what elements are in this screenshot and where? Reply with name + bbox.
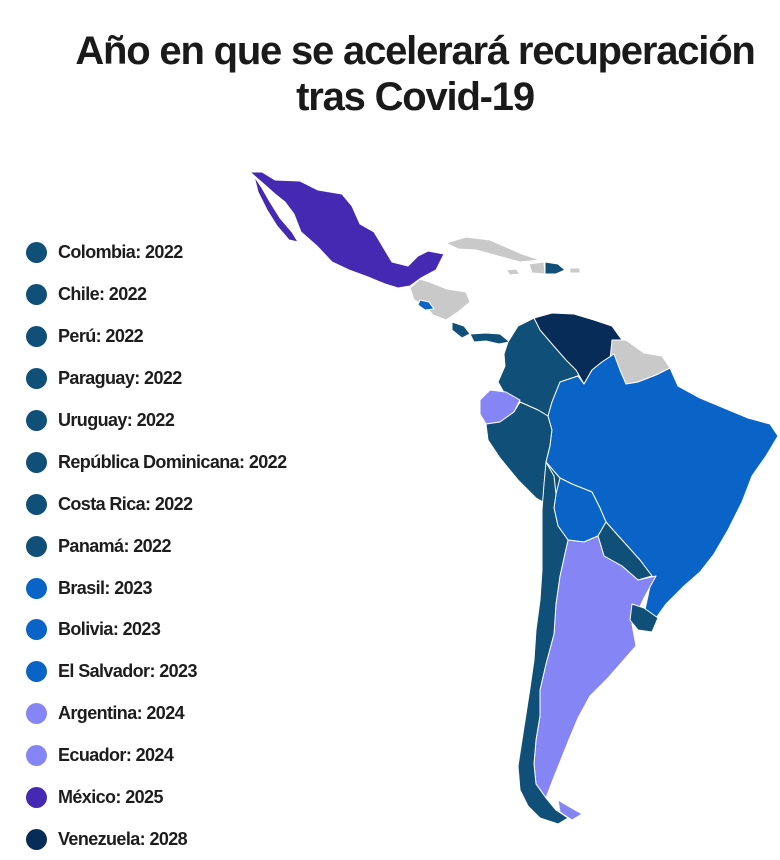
- legend-item: México: 2025: [26, 777, 286, 819]
- legend-label: Venezuela: 2028: [58, 828, 188, 849]
- legend-item: Panamá: 2022: [26, 525, 286, 567]
- legend-swatch: [26, 242, 47, 264]
- region-uruguay: [629, 603, 659, 633]
- legend-label: Bolivia: 2023: [58, 619, 161, 640]
- region-costa-rica: [451, 321, 471, 339]
- legend-label: Argentina: 2024: [58, 703, 185, 724]
- map-title: Año en que se acelerará recuperación tra…: [50, 28, 780, 120]
- legend-swatch: [26, 410, 47, 431]
- map-legend: Colombia: 2022 Chile: 2022 Perú: 2022 Parag…: [26, 232, 287, 860]
- legend-swatch: [26, 451, 47, 473]
- region-chile: [517, 461, 569, 825]
- legend-item: Uruguay: 2022: [26, 400, 286, 442]
- legend-item: El Salvador: 2023: [26, 651, 286, 693]
- legend-item: Argentina: 2024: [26, 693, 286, 735]
- legend-item: Paraguay: 2022: [26, 358, 286, 400]
- legend-label: México: 2025: [58, 787, 163, 808]
- legend-label: Colombia: 2022: [58, 242, 183, 263]
- legend-label: El Salvador: 2023: [58, 661, 197, 682]
- legend-swatch: [26, 787, 47, 809]
- legend-swatch: [26, 535, 47, 557]
- legend-item: Colombia: 2022: [26, 232, 286, 274]
- legend-label: Uruguay: 2022: [58, 410, 175, 430]
- legend-label: Perú: 2022: [58, 326, 144, 347]
- region-dominican-republic: [544, 261, 566, 275]
- region-haiti: [528, 261, 546, 275]
- legend-label: República Dominicana: 2022: [58, 451, 287, 472]
- legend-swatch: [26, 326, 47, 348]
- legend-item: Perú: 2022: [26, 316, 286, 358]
- region-puerto-rico: [569, 267, 581, 274]
- legend-label: Chile: 2022: [58, 284, 147, 305]
- region-el-salvador: [417, 299, 435, 311]
- legend-item: Ecuador: 2024: [26, 735, 286, 777]
- legend-swatch: [26, 661, 47, 683]
- map-title-line-1: Año en que se acelerará recuperación: [75, 29, 756, 73]
- legend-item: Brasil: 2023: [26, 567, 286, 609]
- legend-swatch: [26, 619, 47, 641]
- map-title-line-2: tras Covid-19: [296, 75, 535, 119]
- legend-item: Costa Rica: 2022: [26, 483, 286, 525]
- legend-label: Paraguay: 2022: [58, 368, 182, 389]
- legend-label: Brasil: 2023: [58, 577, 152, 598]
- legend-swatch: [26, 745, 47, 767]
- region-tierra-del-fuego: [557, 799, 583, 821]
- legend-label: Ecuador: 2024: [58, 745, 174, 766]
- region-central-america-no-data: [409, 278, 471, 321]
- legend-item: Venezuela: 2028: [26, 818, 286, 860]
- legend-label: Costa Rica: 2022: [58, 493, 193, 514]
- legend-swatch: [26, 493, 47, 515]
- legend-item: Chile: 2022: [26, 274, 286, 316]
- region-panama: [469, 332, 511, 345]
- legend-swatch: [26, 368, 47, 390]
- legend-label: Panamá: 2022: [58, 535, 171, 556]
- legend-swatch: [26, 703, 47, 725]
- region-jamaica: [505, 268, 521, 276]
- legend-item: Bolivia: 2023: [26, 609, 286, 651]
- legend-swatch: [26, 284, 47, 306]
- legend-item: República Dominicana: 2022: [26, 441, 287, 483]
- legend-swatch: [26, 577, 47, 599]
- legend-swatch: [26, 828, 47, 850]
- region-mexico: [249, 171, 445, 289]
- region-brazil: [545, 353, 779, 619]
- region-cuba: [445, 236, 541, 263]
- region-baja-california: [253, 175, 299, 243]
